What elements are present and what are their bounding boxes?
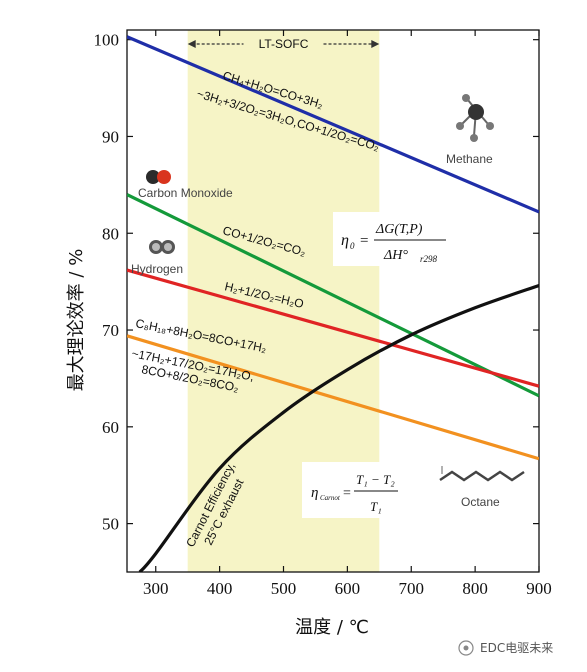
watermark: EDC电驱未来 (458, 640, 553, 656)
watermark-text: EDC电驱未来 (480, 641, 553, 655)
lt-sofc-range-arrow: LT-SOFC (187, 37, 380, 51)
h2-efficiency-line (127, 268, 539, 388)
x-tick-label: 500 (271, 579, 297, 598)
octane-molecule-icon (439, 466, 525, 482)
octane-efficiency-line (127, 334, 539, 461)
svg-text:ΔG(T,P): ΔG(T,P) (375, 222, 423, 237)
plot-frame (126, 29, 540, 573)
svg-text:η: η (341, 232, 349, 249)
y-tick-label: 100 (94, 31, 120, 50)
svg-text:ΔH°: ΔH° (383, 248, 408, 263)
svg-text:0: 0 (350, 241, 355, 251)
methane-label: Methane (446, 152, 493, 166)
x-tick-label: 300 (143, 579, 169, 598)
svg-text:T₁: T₁ (370, 499, 382, 514)
y-tick-label: 60 (102, 418, 119, 437)
x-tick-label: 800 (462, 579, 488, 598)
carbon-monoxide-molecule-icon (146, 170, 171, 184)
x-tick-label: 700 (398, 579, 424, 598)
y-tick-label: 80 (102, 224, 119, 243)
y-axis-title: 最大理论效率 / % (66, 249, 87, 392)
hydrogen-molecule-icon (149, 240, 175, 254)
series-layer (127, 35, 539, 572)
x-tick-label: 900 (526, 579, 552, 598)
octane-label: Octane (461, 495, 500, 509)
x-tick-label: 400 (207, 579, 233, 598)
carbon-monoxide-label: Carbon Monoxide (138, 186, 233, 200)
lt-sofc-label: LT-SOFC (259, 37, 309, 51)
y-tick-label: 90 (102, 127, 119, 146)
y-tick-label: 70 (102, 321, 119, 340)
x-axis-title: 温度 / ℃ (295, 617, 369, 638)
carnot-formula: η Carnot = T₁ − T₂ T₁ (302, 462, 404, 518)
svg-text:T₁ − T₂: T₁ − T₂ (356, 472, 395, 487)
svg-text:=: = (343, 486, 351, 501)
methane-molecule-icon (456, 94, 494, 142)
x-tick-label: 600 (335, 579, 361, 598)
svg-text:r298: r298 (420, 254, 438, 264)
hydrogen-label: Hydrogen (131, 262, 183, 276)
axes-layer: 300 400 500 600 700 800 900 50 60 70 80 90 100 (94, 29, 552, 598)
carnot-efficiency-curve (138, 284, 539, 572)
svg-text:Carnot: Carnot (320, 494, 341, 502)
efficiency-formula: η 0 = ΔG(T,P) ΔH° r298 (333, 212, 453, 266)
svg-text:η: η (311, 485, 318, 501)
co-efficiency-line (127, 193, 539, 398)
svg-text:=: = (360, 233, 368, 249)
y-tick-label: 50 (102, 515, 119, 534)
ch4-efficiency-line (127, 35, 539, 214)
